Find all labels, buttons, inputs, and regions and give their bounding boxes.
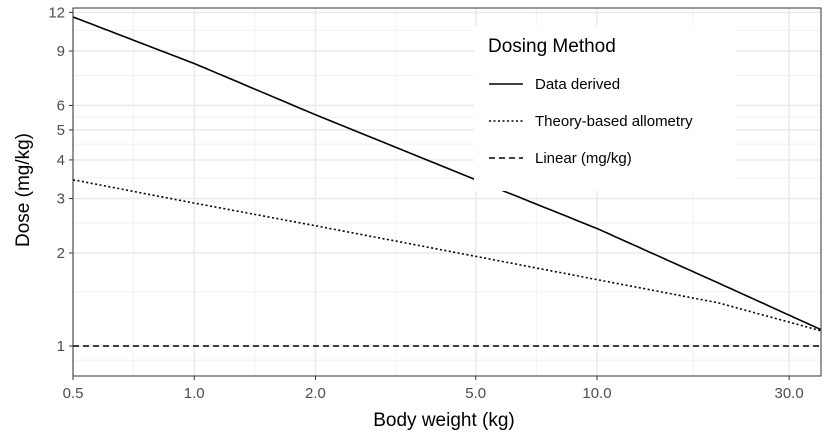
y-tick-label-2: 3 [57, 191, 65, 208]
y-tick-label-0: 1 [57, 338, 65, 355]
series-line-theory-based-allometry [72, 179, 822, 332]
x-tick-label-5: 30.0 [775, 385, 804, 402]
x-tick-label-3: 5.0 [465, 385, 486, 402]
legend-label-data-derived: Data derived [535, 76, 620, 93]
y-tick-label-6: 9 [57, 43, 65, 60]
y-tick-label-4: 5 [57, 122, 65, 139]
y-tick-label-1: 2 [57, 245, 65, 262]
x-tick-label-0: 0.5 [63, 385, 84, 402]
legend: Dosing Method Data derived Theory-based … [474, 26, 736, 191]
y-tick-label-3: 4 [57, 152, 65, 169]
legend-background [474, 26, 736, 191]
legend-title: Dosing Method [488, 36, 616, 57]
legend-label-linear: Linear (mg/kg) [535, 150, 632, 167]
y-tick-label-5: 6 [57, 97, 65, 114]
panel-border [72, 7, 822, 377]
x-tick-label-4: 10.0 [582, 385, 611, 402]
x-axis-title: Body weight (kg) [373, 410, 515, 431]
x-tick-label-1: 1.0 [184, 385, 205, 402]
x-tick-label-2: 2.0 [305, 385, 326, 402]
y-axis-title: Dose (mg/kg) [13, 133, 34, 247]
legend-label-theory-based-allometry: Theory-based allometry [535, 113, 693, 130]
y-tick-label-7: 12 [48, 4, 65, 21]
